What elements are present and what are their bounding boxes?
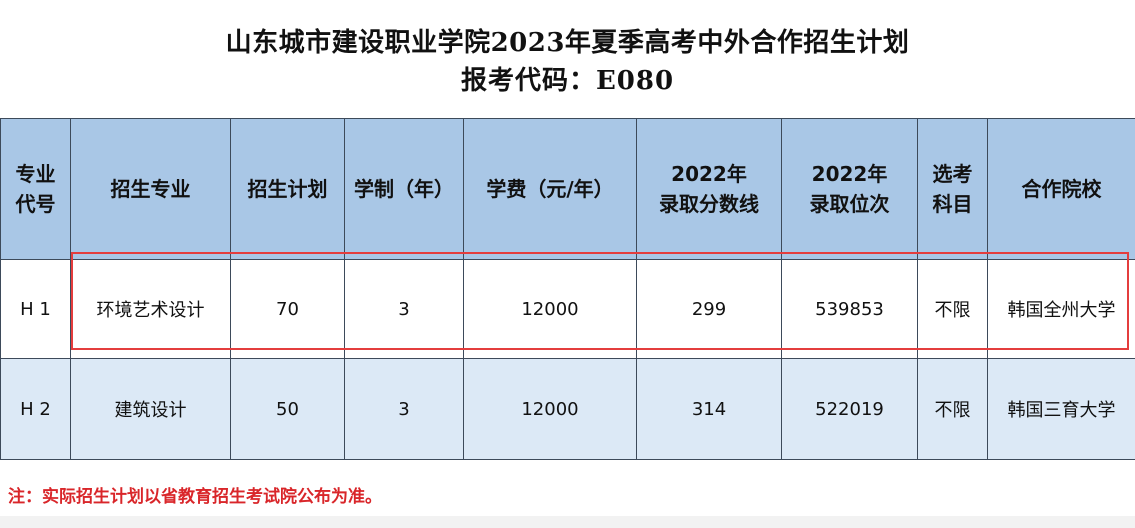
header-plan-count: 招生计划 <box>230 118 345 260</box>
header-subject: 选考 科目 <box>917 118 988 260</box>
header-text: 专业 <box>15 162 56 186</box>
header-text: 科目 <box>932 192 973 216</box>
header-text: 代号 <box>15 192 56 216</box>
cell-tuition: 12000 <box>463 259 637 359</box>
cell-duration: 3 <box>344 259 464 359</box>
page-subtitle: 报考代码：E080 <box>460 66 675 96</box>
cell-partner-school: 韩国三育大学 <box>987 358 1135 460</box>
cell-major-name: 建筑设计 <box>70 358 231 460</box>
header-duration: 学制（年） <box>344 118 464 260</box>
header-text: 录取位次 <box>809 192 890 216</box>
header-partner-school: 合作院校 <box>987 118 1135 260</box>
header-text: 招生计划 <box>247 177 328 201</box>
table-row: H 2 建筑设计 50 3 12000 314 522019 不限 韩国三育大学 <box>0 358 1135 460</box>
header-2022-score: 2022年 录取分数线 <box>636 118 782 260</box>
header-text: 2022年 <box>811 162 888 186</box>
cell-partner-school: 韩国全州大学 <box>987 259 1135 359</box>
cell-tuition: 12000 <box>463 358 637 460</box>
cell-subject: 不限 <box>917 358 988 460</box>
header-text: 选考 <box>932 162 973 186</box>
table-header-row: 专业 代号 招生专业 招生计划 学制（年） 学费（元/年） 2022年 录取分数… <box>0 118 1135 260</box>
cell-plan-count: 50 <box>230 358 345 460</box>
enrollment-plan-table: 专业 代号 招生专业 招生计划 学制（年） 学费（元/年） 2022年 录取分数… <box>0 118 1135 460</box>
header-major-code: 专业 代号 <box>0 118 71 260</box>
header-text: 合作院校 <box>1021 177 1102 201</box>
header-text: 招生专业 <box>110 177 191 201</box>
cell-duration: 3 <box>344 358 464 460</box>
header-text: 录取分数线 <box>659 192 759 216</box>
header-major-name: 招生专业 <box>70 118 231 260</box>
header-text: 学费（元/年） <box>486 177 614 201</box>
title-block: 山东城市建设职业学院2023年夏季高考中外合作招生计划 报考代码：E080 <box>0 0 1135 118</box>
header-text: 学制（年） <box>354 177 454 201</box>
cell-2022-rank: 522019 <box>781 358 918 460</box>
cell-major-code: H 1 <box>0 259 71 359</box>
cell-2022-score: 299 <box>636 259 782 359</box>
cell-subject: 不限 <box>917 259 988 359</box>
header-tuition: 学费（元/年） <box>463 118 637 260</box>
cell-major-name: 环境艺术设计 <box>70 259 231 359</box>
cell-2022-score: 314 <box>636 358 782 460</box>
cell-plan-count: 70 <box>230 259 345 359</box>
header-text: 2022年 <box>671 162 747 186</box>
page-title: 山东城市建设职业学院2023年夏季高考中外合作招生计划 <box>225 28 910 58</box>
table-row: H 1 环境艺术设计 70 3 12000 299 539853 不限 韩国全州… <box>0 259 1135 359</box>
bottom-divider <box>0 516 1135 528</box>
cell-2022-rank: 539853 <box>781 259 918 359</box>
footnote: 注：实际招生计划以省教育招生考试院公布为准。 <box>8 487 382 507</box>
header-2022-rank: 2022年 录取位次 <box>781 118 918 260</box>
cell-major-code: H 2 <box>0 358 71 460</box>
